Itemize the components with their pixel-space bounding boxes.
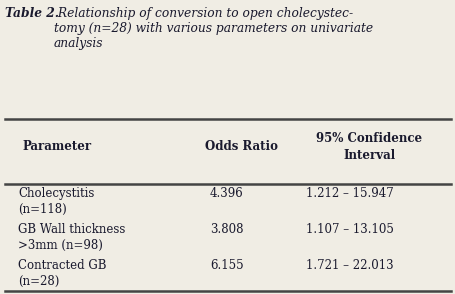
Text: 3.808: 3.808 bbox=[209, 223, 243, 236]
Text: 4.396: 4.396 bbox=[209, 187, 243, 200]
Text: GB Wall thickness
>3mm (n=98): GB Wall thickness >3mm (n=98) bbox=[18, 223, 125, 253]
Text: Table 2.: Table 2. bbox=[5, 7, 59, 20]
Text: 1.107 – 13.105: 1.107 – 13.105 bbox=[305, 223, 393, 236]
Text: Cholecystitis
(n=118): Cholecystitis (n=118) bbox=[18, 187, 94, 216]
Text: 1.212 – 15.947: 1.212 – 15.947 bbox=[305, 187, 392, 200]
Text: Odds Ratio: Odds Ratio bbox=[205, 141, 278, 153]
Text: Contracted GB
(n=28): Contracted GB (n=28) bbox=[18, 259, 106, 288]
Text: 1.721 – 22.013: 1.721 – 22.013 bbox=[305, 259, 392, 272]
Text: Relationship of conversion to open cholecystec-
tomy (n=28) with various paramet: Relationship of conversion to open chole… bbox=[54, 7, 372, 50]
Text: 6.155: 6.155 bbox=[209, 259, 243, 272]
Text: 95% Confidence
Interval: 95% Confidence Interval bbox=[316, 132, 421, 162]
Text: Parameter: Parameter bbox=[23, 141, 92, 153]
